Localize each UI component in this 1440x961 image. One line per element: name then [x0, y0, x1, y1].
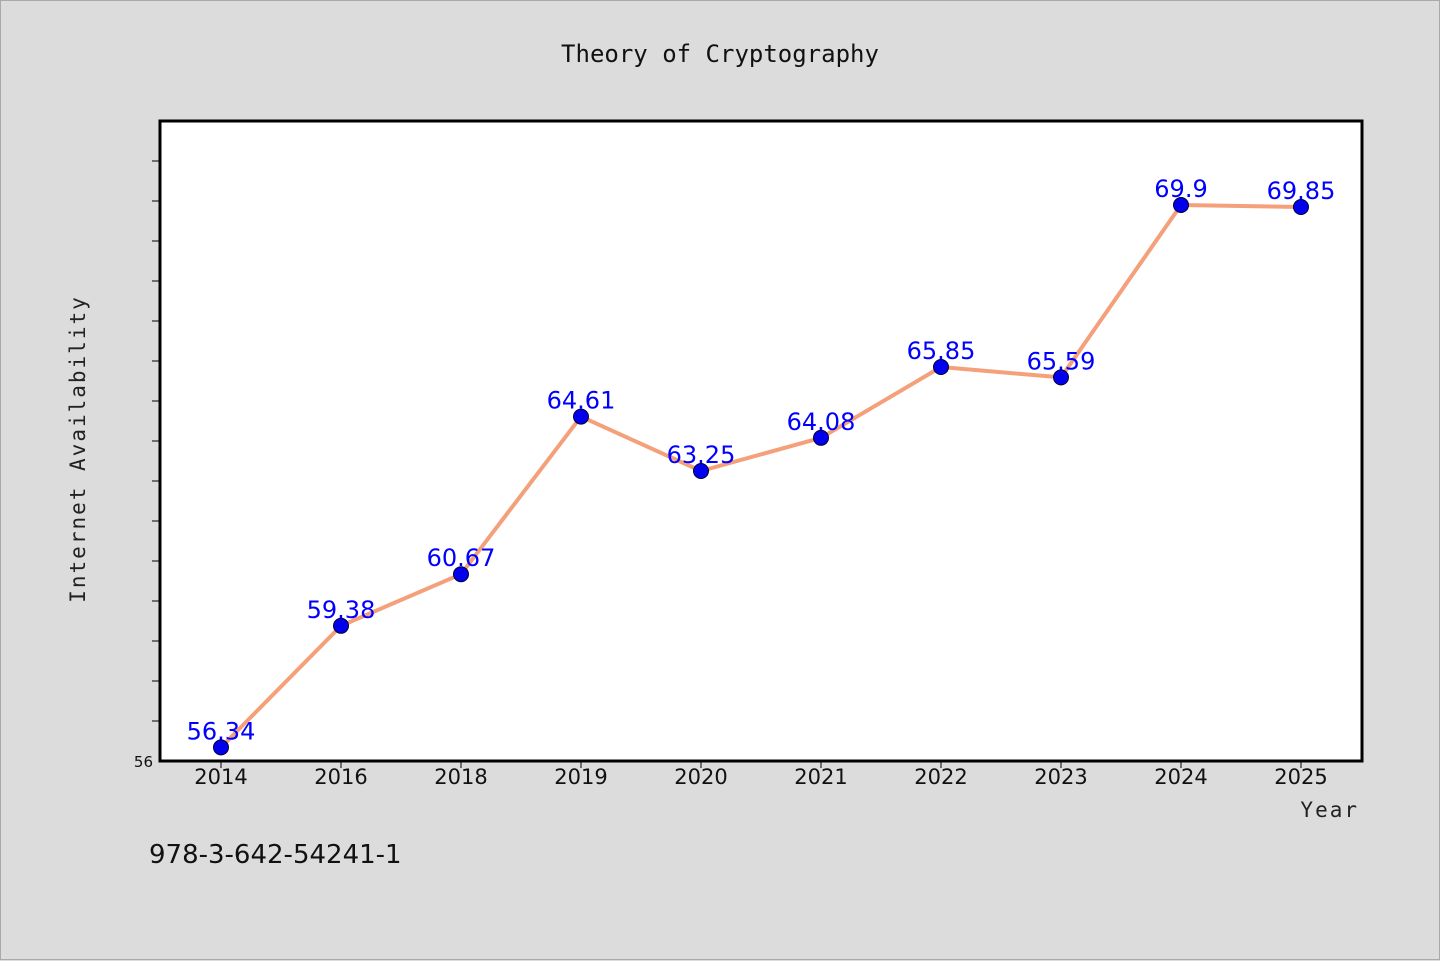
x-tick-label: 2014 [194, 765, 247, 789]
data-label: 65.59 [1027, 347, 1096, 375]
x-axis-label: Year [1300, 798, 1359, 822]
series-layer [213, 197, 1309, 756]
series-line [219, 203, 1302, 749]
data-label: 64.08 [787, 408, 856, 436]
isbn-note: 978-3-642-54241-1 [149, 840, 402, 870]
data-label: 60.67 [427, 544, 496, 572]
data-point [813, 429, 829, 446]
chart-title: Theory of Cryptography [561, 40, 879, 68]
x-tick-label: 2023 [1034, 765, 1087, 789]
data-label: 64.61 [547, 387, 616, 415]
data-point [1053, 369, 1069, 386]
x-tick-label: 2016 [314, 765, 367, 789]
data-point [933, 359, 949, 375]
x-tick-label: 2024 [1154, 765, 1207, 789]
data-label: 56.34 [187, 717, 256, 745]
plot-frame [158, 119, 1364, 763]
x-tick-label: 2019 [554, 765, 607, 789]
data-label: 69.9 [1154, 175, 1207, 203]
data-point [1293, 199, 1309, 215]
data-label: 65.85 [907, 337, 976, 365]
y-tick-label: 56 [134, 753, 153, 771]
y-axis-ticks: 56 [134, 160, 160, 771]
data-label-layer: 56.34 59.38 60.67 64.61 63.25 64.08 65.85 65.59… [187, 175, 1336, 745]
data-point [213, 739, 229, 756]
data-point [453, 566, 469, 583]
data-point [1173, 197, 1189, 213]
y-axis-label: Internet Availability [66, 295, 90, 603]
x-tick-label: 2022 [914, 765, 967, 789]
x-axis-ticks: 2014 2016 2018 2019 2020 2021 2022 2023 2024 2025 [194, 761, 1328, 789]
data-point [333, 617, 349, 634]
x-tick-label: 2025 [1274, 765, 1327, 789]
data-label: 69.85 [1267, 177, 1336, 205]
data-point [693, 463, 709, 479]
data-point [573, 408, 589, 425]
data-label: 63.25 [667, 441, 736, 469]
x-tick-label: 2021 [794, 765, 847, 789]
x-tick-label: 2020 [674, 765, 727, 789]
data-label: 59.38 [307, 596, 376, 624]
plot-area [160, 121, 1362, 761]
x-tick-label: 2018 [434, 765, 487, 789]
